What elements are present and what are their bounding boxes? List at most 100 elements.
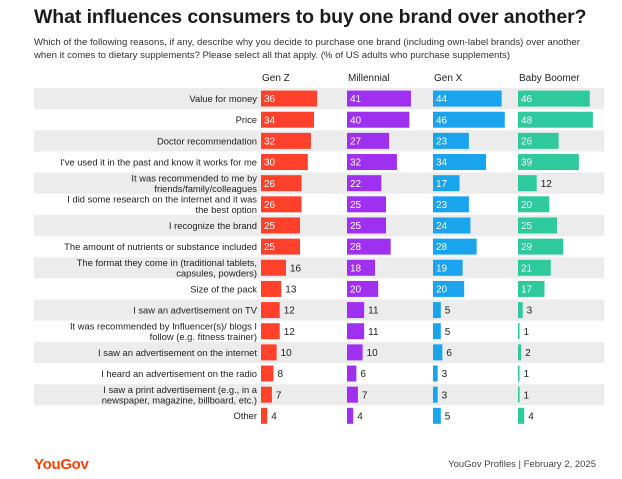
value-label-gen-z: 12 [284,306,296,317]
value-label-gen-z: 16 [290,263,302,274]
value-label-gen-z: 7 [276,390,282,401]
category-label-line: It was recommended by Influencer(s)/ blo… [70,320,257,331]
value-label-baby-boomer: 12 [541,179,553,190]
bar-millennial [347,154,397,171]
value-label-baby-boomer: 21 [521,263,533,274]
category-label: The format they come in (traditional tab… [77,257,257,279]
value-label-millennial: 20 [350,285,362,296]
category-label: I did some research on the internet and … [67,194,257,216]
value-label-baby-boomer: 3 [527,306,533,317]
bar-gen-z [261,238,300,255]
value-label-gen-x: 28 [436,242,448,253]
value-label-millennial: 18 [350,263,362,274]
value-label-millennial: 11 [368,306,379,317]
bar-millennial [347,280,379,297]
value-label-gen-x: 5 [445,306,451,317]
bar-baby-boomer [518,154,579,171]
value-label-baby-boomer: 26 [521,136,533,147]
value-label-gen-x: 3 [442,369,448,380]
value-label-baby-boomer: 17 [521,285,533,296]
row-band [34,172,604,194]
value-label-gen-z: 25 [264,242,276,253]
value-label-gen-x: 24 [436,221,448,232]
bar-baby-boomer [518,238,564,255]
category-label-line: I did some research on the internet and … [67,194,257,205]
value-label-gen-x: 46 [436,115,448,126]
value-label-gen-x: 34 [436,158,448,169]
category-label: Price [236,114,257,125]
bar-millennial [347,132,390,149]
value-label-baby-boomer: 20 [521,200,533,211]
category-label-line: newspaper, magazine, billboard, etc.) [102,394,257,405]
value-label-gen-x: 5 [445,411,451,422]
bar-gen-x [433,365,438,382]
category-label: Value for money [189,93,257,104]
value-label-baby-boomer: 1 [524,327,530,338]
bar-gen-x [433,238,477,255]
bar-gen-z [261,386,272,403]
bar-gen-x [433,344,443,361]
bar-gen-z [261,132,311,149]
value-label-gen-z: 8 [277,369,283,380]
bar-gen-z [261,196,302,213]
bar-gen-x [433,111,505,128]
footer-source: YouGov Profiles | February 2, 2025 [448,459,596,470]
category-label-line: friends/family/colleagues [154,183,257,194]
bar-gen-x [433,386,438,403]
value-label-baby-boomer: 1 [524,369,530,380]
bar-gen-x [433,154,487,171]
value-label-millennial: 40 [350,115,362,126]
value-label-millennial: 27 [350,136,362,147]
bar-gen-x [433,259,463,276]
bar-baby-boomer [518,111,593,128]
category-label: I saw an advertisement on TV [133,304,258,315]
value-label-millennial: 7 [362,390,368,401]
value-label-gen-z: 30 [264,158,276,169]
bar-gen-z [261,323,280,340]
bar-millennial [347,90,411,107]
value-label-gen-x: 6 [446,348,452,359]
value-label-gen-x: 19 [436,263,448,274]
value-label-millennial: 25 [350,200,362,211]
bar-millennial [347,344,363,361]
value-label-gen-z: 25 [264,221,276,232]
category-label: The amount of nutrients or substance inc… [64,241,257,252]
bar-gen-z [261,154,308,171]
value-label-baby-boomer: 25 [521,221,533,232]
category-label-line: I saw a print advertisement (e.g., in a [103,384,258,395]
series-header-baby-boomer: Baby Boomer [519,73,580,84]
bar-millennial [347,175,382,192]
bar-baby-boomer [518,196,550,213]
value-label-millennial: 41 [350,94,362,105]
value-label-gen-z: 12 [284,327,296,338]
bar-gen-z [261,111,315,128]
category-label: I heard an advertisement on the radio [101,368,257,379]
category-label-line: It was recommended to me by [131,172,257,183]
value-label-millennial: 10 [367,348,379,359]
bar-millennial [347,323,365,340]
bar-baby-boomer [518,132,559,149]
bar-gen-x [433,175,460,192]
value-label-baby-boomer: 4 [528,411,534,422]
bar-baby-boomer [518,217,557,234]
series-header-gen-x: Gen X [434,73,463,84]
bar-gen-x [433,90,502,107]
bar-gen-z [261,280,282,297]
value-label-millennial: 28 [350,242,362,253]
category-label: I saw an advertisement on the internet [98,347,257,358]
value-label-millennial: 6 [360,369,366,380]
value-label-gen-x: 44 [436,94,448,105]
value-label-gen-x: 23 [436,136,448,147]
value-label-gen-z: 36 [264,94,276,105]
bar-baby-boomer [518,407,525,424]
chart-title: What influences consumers to buy one bra… [34,6,587,28]
bar-baby-boomer [518,386,520,403]
bar-baby-boomer [518,323,520,340]
chart-subtitle: Which of the following reasons, if any, … [34,37,580,61]
bar-gen-z [261,175,302,192]
value-label-gen-z: 32 [264,136,276,147]
value-label-millennial: 32 [350,158,362,169]
value-label-gen-x: 5 [445,327,451,338]
value-label-gen-z: 26 [264,200,276,211]
